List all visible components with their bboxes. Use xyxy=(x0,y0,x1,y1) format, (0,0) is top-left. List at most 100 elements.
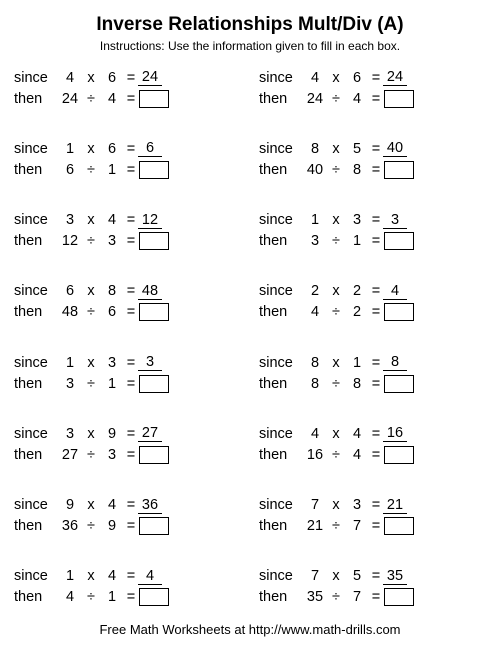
factor-b: 3 xyxy=(345,212,369,228)
then-label: then xyxy=(14,518,58,534)
factor-a: 9 xyxy=(58,497,82,513)
dividend: 8 xyxy=(303,376,327,392)
divisor: 2 xyxy=(345,304,369,320)
factor-a: 4 xyxy=(58,70,82,86)
mult-row: since1x4=4 xyxy=(14,566,241,587)
mult-op: x xyxy=(327,212,345,228)
mult-row: since4x6=24 xyxy=(259,67,486,88)
div-row: then8÷8= xyxy=(259,373,486,394)
div-row: then3÷1= xyxy=(14,373,241,394)
product: 24 xyxy=(138,69,162,86)
answer-box[interactable] xyxy=(384,517,414,535)
equals-sign: = xyxy=(369,304,383,320)
dividend: 21 xyxy=(303,518,327,534)
equals-sign: = xyxy=(369,518,383,534)
div-row: then4÷2= xyxy=(259,302,486,323)
factor-a: 7 xyxy=(303,497,327,513)
mult-op: x xyxy=(327,568,345,584)
div-row: then6÷1= xyxy=(14,159,241,180)
then-label: then xyxy=(259,518,303,534)
factor-a: 7 xyxy=(303,568,327,584)
equals-sign: = xyxy=(124,212,138,228)
dividend: 36 xyxy=(58,518,82,534)
problem: since4x4=16then16÷4= xyxy=(259,423,486,465)
product: 12 xyxy=(138,212,162,229)
answer-box[interactable] xyxy=(384,588,414,606)
problem: since8x5=40then40÷8= xyxy=(259,138,486,180)
product: 16 xyxy=(383,425,407,442)
answer-box[interactable] xyxy=(139,588,169,606)
problem: since6x8=48then48÷6= xyxy=(14,281,241,323)
worksheet-page: Inverse Relationships Mult/Div (A) Instr… xyxy=(0,0,500,647)
equals-sign: = xyxy=(369,212,383,228)
mult-op: x xyxy=(82,283,100,299)
mult-op: x xyxy=(327,355,345,371)
factor-a: 8 xyxy=(303,355,327,371)
then-label: then xyxy=(259,376,303,392)
answer-box[interactable] xyxy=(384,232,414,250)
then-label: then xyxy=(14,376,58,392)
answer-box[interactable] xyxy=(384,161,414,179)
divisor: 7 xyxy=(345,518,369,534)
equals-sign: = xyxy=(369,91,383,107)
equals-sign: = xyxy=(124,162,138,178)
div-row: then27÷3= xyxy=(14,444,241,465)
equals-sign: = xyxy=(124,447,138,463)
divisor: 1 xyxy=(100,162,124,178)
problem: since7x5=35then35÷7= xyxy=(259,566,486,608)
answer-box[interactable] xyxy=(139,232,169,250)
factor-b: 4 xyxy=(100,568,124,584)
equals-sign: = xyxy=(369,355,383,371)
mult-op: x xyxy=(327,497,345,513)
problem: since2x2=4then4÷2= xyxy=(259,281,486,323)
answer-box[interactable] xyxy=(139,303,169,321)
divisor: 3 xyxy=(100,233,124,249)
div-op: ÷ xyxy=(327,376,345,392)
answer-box[interactable] xyxy=(139,161,169,179)
dividend: 48 xyxy=(58,304,82,320)
answer-box[interactable] xyxy=(139,517,169,535)
factor-a: 6 xyxy=(58,283,82,299)
dividend: 24 xyxy=(58,91,82,107)
since-label: since xyxy=(259,497,303,513)
factor-a: 3 xyxy=(58,426,82,442)
mult-row: since1x3=3 xyxy=(14,352,241,373)
problem-column: since4x6=24then24÷4=since8x5=40then40÷8=… xyxy=(259,67,486,608)
then-label: then xyxy=(259,233,303,249)
dividend: 6 xyxy=(58,162,82,178)
answer-box[interactable] xyxy=(139,375,169,393)
answer-box[interactable] xyxy=(384,303,414,321)
dividend: 3 xyxy=(303,233,327,249)
page-title: Inverse Relationships Mult/Div (A) xyxy=(12,14,488,36)
since-label: since xyxy=(14,141,58,157)
since-label: since xyxy=(259,355,303,371)
answer-box[interactable] xyxy=(384,375,414,393)
mult-row: since2x2=4 xyxy=(259,281,486,302)
factor-b: 4 xyxy=(100,497,124,513)
problem: since1x3=3then3÷1= xyxy=(14,352,241,394)
since-label: since xyxy=(259,141,303,157)
problem: since3x4=12then12÷3= xyxy=(14,210,241,252)
dividend: 40 xyxy=(303,162,327,178)
answer-box[interactable] xyxy=(139,90,169,108)
answer-box[interactable] xyxy=(384,90,414,108)
factor-b: 5 xyxy=(345,141,369,157)
equals-sign: = xyxy=(369,233,383,249)
div-op: ÷ xyxy=(82,376,100,392)
dividend: 12 xyxy=(58,233,82,249)
div-op: ÷ xyxy=(82,304,100,320)
answer-box[interactable] xyxy=(384,446,414,464)
mult-row: since7x3=21 xyxy=(259,495,486,516)
mult-op: x xyxy=(327,426,345,442)
answer-box[interactable] xyxy=(139,446,169,464)
problem: since4x6=24then24÷4= xyxy=(14,67,241,109)
dividend: 24 xyxy=(303,91,327,107)
since-label: since xyxy=(14,70,58,86)
since-label: since xyxy=(259,568,303,584)
then-label: then xyxy=(14,589,58,605)
divisor: 1 xyxy=(345,233,369,249)
equals-sign: = xyxy=(124,497,138,513)
div-row: then36÷9= xyxy=(14,516,241,537)
div-op: ÷ xyxy=(327,91,345,107)
product: 8 xyxy=(383,354,407,371)
